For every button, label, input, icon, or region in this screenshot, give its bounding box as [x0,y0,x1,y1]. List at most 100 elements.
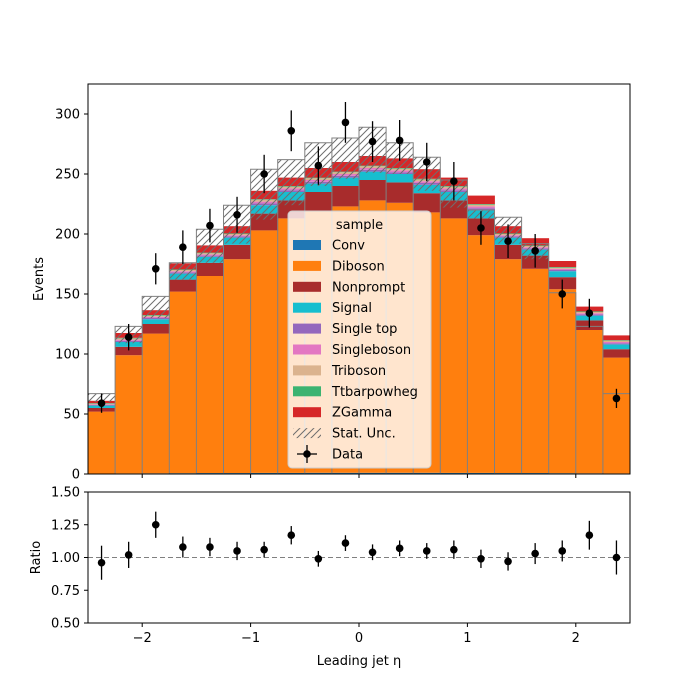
ratio-y-tick-label: 1.00 [51,551,80,566]
data-point [260,170,268,178]
y-tick-label: 100 [55,348,80,363]
data-point [151,265,160,273]
bar-singleboson [548,268,577,270]
legend: sample Conv Diboson Nonprompt Signal Single t… [287,210,432,469]
data-point [504,237,512,245]
bar-diboson [467,235,495,473]
bar-single-top [467,208,495,210]
legend-swatch-single-top [293,323,321,334]
ratio-point [233,547,241,555]
bar-conv [440,472,468,474]
legend-label: Triboson [331,364,386,379]
data-point [395,136,404,145]
bar-conv [413,472,441,474]
bar-nonprompt [359,180,387,201]
legend-swatch-diboson [293,260,321,271]
legend-label: Ttbarpowheg [331,385,418,400]
y-tick-label: 0 [72,468,80,483]
bar-diboson [440,218,468,473]
data-point [341,118,350,127]
bar-signal [142,319,170,324]
ratio-point [531,549,539,558]
legend-label: Diboson [332,259,385,274]
ratio-point [287,531,296,540]
bar-nonprompt [223,244,251,260]
legend-label: Singleboson [332,343,411,358]
bar-nonprompt [196,262,224,276]
ratio-y-tick-label: 1.50 [51,486,80,501]
ratio-point [558,547,567,555]
bar-signal [386,174,414,183]
legend-swatch-conv [293,240,321,250]
data-point [179,243,187,251]
bar-nonprompt [413,193,441,213]
bar-single-top [602,343,631,345]
ratio-point [504,557,512,566]
data-point [368,137,377,146]
bar-ttbarpowheg [602,340,631,341]
ratio-point [368,548,377,557]
ratio-point [395,544,404,553]
bar-zgamma [467,195,495,204]
bar-triboson [467,204,495,207]
legend-swatch-ttbarpowheg [293,386,321,397]
bar-diboson [250,230,279,473]
data-point [233,211,241,219]
ratio-point [151,520,160,529]
ratio-point [585,531,594,540]
data-point [450,177,458,185]
ratio-y-tick-label: 0.50 [51,617,80,632]
bar-conv [304,472,333,474]
bar-singleboson [602,342,631,344]
y-tick-label: 250 [55,168,80,183]
bar-ttbarpowheg [548,267,577,268]
main-y-axis-label: Events [32,257,47,301]
bar-conv [331,472,360,474]
bar-nonprompt [331,186,360,207]
data-point [531,247,539,255]
bar-triboson [602,340,631,342]
legend-label: Nonprompt [332,280,405,295]
stat-unc-band [277,159,305,206]
y-tick-label: 200 [55,228,80,243]
legend-label: Conv [332,239,365,254]
bar-signal [331,177,360,186]
bar-diboson [494,259,522,474]
bar-triboson [548,267,577,269]
bar-diboson [602,357,631,474]
bar-conv [467,472,495,474]
ratio-y-tick-label: 1.25 [51,518,80,533]
data-point [585,309,594,318]
stat-unc-band [331,138,359,179]
legend-swatch-zgamma [293,407,321,418]
stat-unc-band [142,296,170,318]
stat-unc-band [169,262,197,280]
bar-zgamma [548,261,577,267]
legend-label: Stat. Unc. [332,427,396,442]
stat-unc-outline [87,126,631,474]
legend-swatch-nonprompt [293,281,321,292]
data-point [206,221,214,230]
legend-swatch-signal [293,302,321,313]
data-point [314,161,323,170]
y-tick-label: 50 [63,408,80,423]
y-tick-label: 300 [55,108,80,123]
data-point [97,399,106,408]
x-tick-label: −1 [241,631,260,646]
ratio-point [341,539,350,547]
bar-diboson [169,291,197,474]
bar-diboson [521,268,550,474]
bar-ttbarpowheg [467,204,495,205]
ratio-point [422,547,431,555]
bar-signal [304,183,333,192]
bar-nonprompt [304,192,333,212]
ratio-y-tick-label: 0.75 [51,584,80,599]
legend-data-marker [303,450,311,458]
x-tick-label: 2 [572,631,580,646]
data-point [477,224,485,232]
data-point [422,158,431,166]
bar-signal [602,344,631,350]
data-point [558,290,567,298]
ratio-point [206,543,214,551]
